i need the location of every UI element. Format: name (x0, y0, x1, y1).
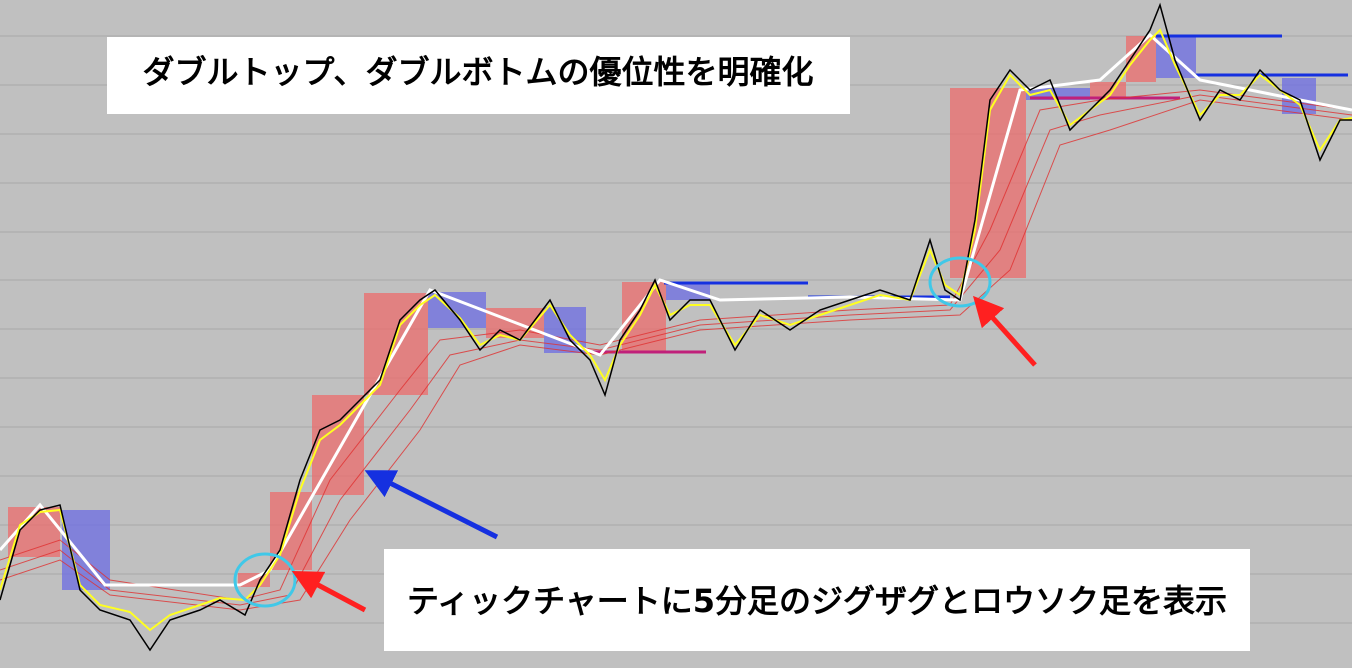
caption-box (384, 549, 1250, 651)
caption-box (107, 37, 850, 114)
arrow (972, 295, 1037, 367)
arrow (364, 470, 499, 540)
arrow (291, 570, 367, 613)
highlight-circle (928, 256, 992, 308)
caption-top: ダブルトップ、ダブルボトムの優位性を明確化 (142, 53, 813, 91)
zigzag (0, 32, 1352, 587)
caption-bottom: ティックチャートに5分足のジグザグとロウソク足を表示 (407, 582, 1227, 620)
price (0, 2, 1352, 652)
moving-averages (0, 89, 1352, 611)
